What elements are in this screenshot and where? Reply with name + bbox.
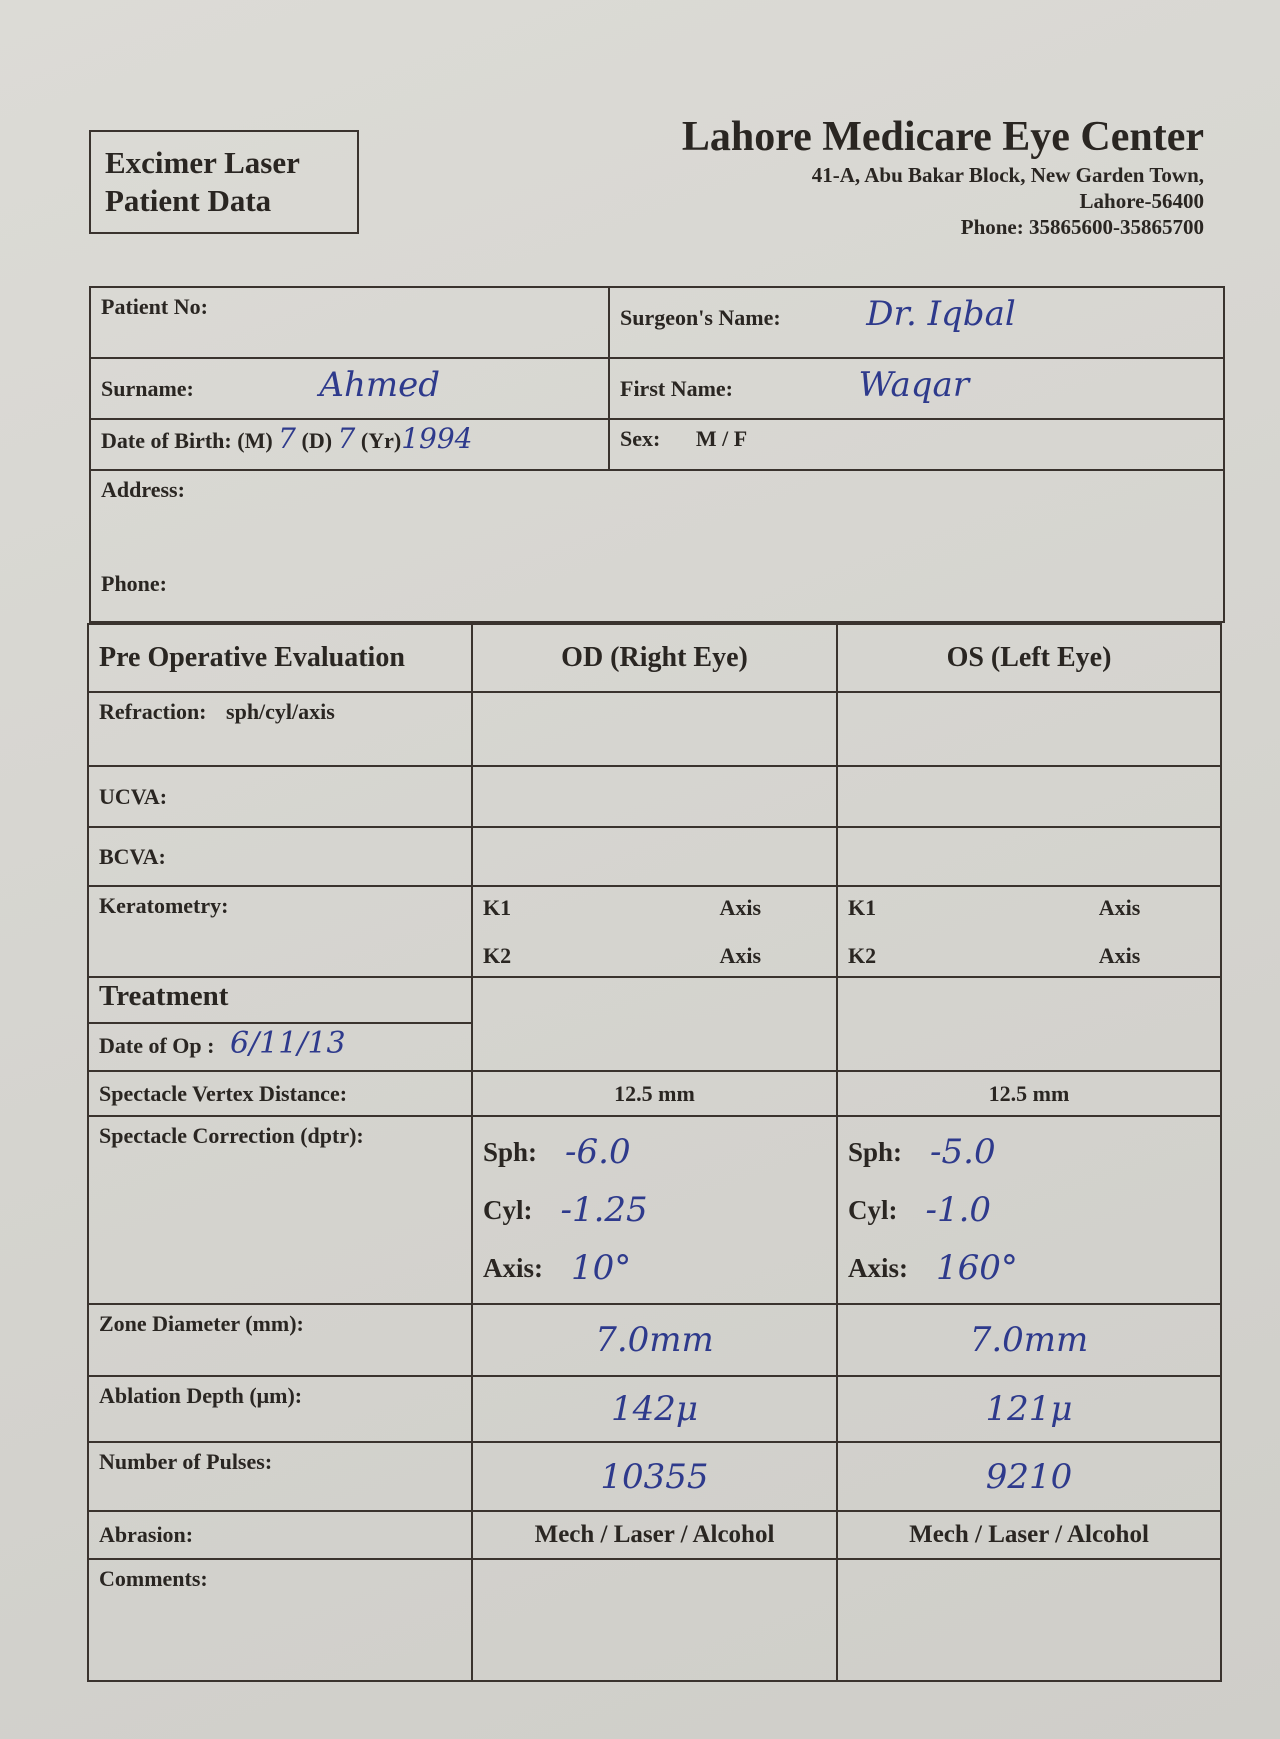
ablation-os: 121μ xyxy=(836,1375,1222,1443)
dob-year: 1994 xyxy=(401,422,473,455)
treatment-os xyxy=(836,976,1222,1072)
patient-no-label: Patient No: xyxy=(101,294,208,319)
keratometry-label: Keratometry: xyxy=(87,885,473,978)
ablation-od: 142μ xyxy=(471,1375,838,1443)
first-name-value: Waqar xyxy=(858,365,970,405)
refraction-label: Refraction: xyxy=(99,699,207,724)
os-header: OS (Left Eye) xyxy=(836,623,1222,693)
clinic-address-2: Lahore-56400 xyxy=(1079,189,1204,213)
surname-label: Surname: xyxy=(101,376,194,401)
form-title-box: Excimer Laser Patient Data xyxy=(89,130,359,234)
cyl-label: Cyl: xyxy=(848,1194,898,1225)
surgeon-signature: Dr. Iqbal xyxy=(866,294,1016,334)
treatment-od xyxy=(471,976,838,1072)
date-op-field: Date of Op : 6/11/13 xyxy=(87,1022,473,1072)
clinic-header: Lahore Medicare Eye Center 41-A, Abu Bak… xyxy=(682,112,1204,240)
date-op-value: 6/11/13 xyxy=(229,1026,346,1061)
axis-label: Axis: xyxy=(848,1252,908,1283)
bcva-od xyxy=(471,826,838,887)
axis-label: Axis: xyxy=(483,1252,543,1283)
treatment-label: Treatment xyxy=(87,976,473,1024)
ucva-os xyxy=(836,765,1222,828)
patient-info-table: Patient No: Surgeon's Name: Dr. Iqbal Su… xyxy=(89,286,1225,623)
k1-axis-label: Axis xyxy=(719,895,762,920)
correction-os: Sph: -5.0 Cyl: -1.0 Axis: 160° xyxy=(836,1115,1222,1305)
comments-od xyxy=(471,1558,838,1682)
vertex-od: 12.5 mm xyxy=(471,1070,838,1117)
first-name-label: First Name: xyxy=(620,376,734,401)
date-op-label: Date of Op : xyxy=(99,1033,215,1058)
sph-label: Sph: xyxy=(848,1136,903,1167)
refraction-sub: sph/cyl/axis xyxy=(226,699,335,724)
clinic-address-1: 41-A, Abu Bakar Block, New Garden Town, xyxy=(811,163,1204,187)
zone-os: 7.0mm xyxy=(836,1303,1222,1377)
k1-axis-label: Axis xyxy=(1098,895,1141,920)
vertex-os: 12.5 mm xyxy=(836,1070,1222,1117)
dob-month-label: Date of Birth: (M) xyxy=(101,428,273,453)
k2-label: K2 xyxy=(848,943,877,968)
os-axis-value: 160° xyxy=(936,1248,1018,1288)
dob-year-label: (Yr) xyxy=(360,428,402,453)
k2-label: K2 xyxy=(483,943,512,968)
k2-axis-label: Axis xyxy=(719,943,762,968)
k1-label: K1 xyxy=(483,895,512,920)
sex-field: Sex: M / F M xyxy=(608,418,1225,471)
dob-day-label: (D) xyxy=(301,428,333,453)
address-label: Address: xyxy=(101,477,185,502)
refraction-os xyxy=(836,691,1222,767)
surgeon-label: Surgeon's Name: xyxy=(620,305,781,330)
surname-value: Ahmed xyxy=(319,365,440,405)
address-field: Address: Phone: xyxy=(89,469,1225,623)
k1-label: K1 xyxy=(848,895,877,920)
pulses-os: 9210 xyxy=(836,1441,1222,1512)
refraction-od xyxy=(471,691,838,767)
dob-day: 7 xyxy=(337,422,356,455)
pre-op-header: Pre Operative Evaluation xyxy=(87,623,473,693)
clinic-name: Lahore Medicare Eye Center xyxy=(681,114,1204,160)
os-cyl-value: -1.0 xyxy=(925,1190,992,1230)
abrasion-label: Abrasion: xyxy=(87,1510,473,1560)
patient-no-field: Patient No: xyxy=(89,286,610,359)
bcva-os xyxy=(836,826,1222,887)
ucva-od xyxy=(471,765,838,828)
surname-field: Surname: Ahmed xyxy=(89,357,610,420)
od-sph-value: -6.0 xyxy=(565,1132,631,1172)
os-sph-value: -5.0 xyxy=(930,1132,996,1172)
ablation-label: Ablation Depth (μm): xyxy=(87,1375,473,1443)
vertex-label: Spectacle Vertex Distance: xyxy=(87,1070,473,1117)
dob-field: Date of Birth: (M) 7 (D) 7 (Yr)1994 xyxy=(89,418,610,471)
refraction-label-cell: Refraction: sph/cyl/axis xyxy=(87,691,473,767)
zone-label: Zone Diameter (mm): xyxy=(87,1303,473,1377)
correction-od: Sph: -6.0 Cyl: -1.25 Axis: 10° xyxy=(471,1115,838,1305)
clinic-phone: Phone: 35865600-35865700 xyxy=(960,215,1204,239)
abrasion-os: Mech / Laser / Alcohol xyxy=(836,1510,1222,1560)
first-name-field: First Name: Waqar xyxy=(608,357,1225,420)
sph-label: Sph: xyxy=(483,1136,538,1167)
keratometry-os: K1 Axis K2 Axis xyxy=(836,885,1222,978)
od-cyl-value: -1.25 xyxy=(560,1190,648,1230)
comments-label: Comments: xyxy=(87,1558,473,1682)
pulses-label: Number of Pulses: xyxy=(87,1441,473,1512)
zone-od: 7.0mm xyxy=(471,1303,838,1377)
k2-axis-label: Axis xyxy=(1098,943,1141,968)
comments-os xyxy=(836,1558,1222,1682)
evaluation-table: Pre Operative Evaluation OD (Right Eye) … xyxy=(87,623,1222,1682)
surgeon-field: Surgeon's Name: Dr. Iqbal xyxy=(608,286,1225,359)
form-title-line2: Patient Data xyxy=(105,183,272,218)
form-title-line1: Excimer Laser xyxy=(105,145,300,180)
cyl-label: Cyl: xyxy=(483,1194,533,1225)
abrasion-od: Mech / Laser / Alcohol xyxy=(471,1510,838,1560)
od-axis-value: 10° xyxy=(571,1248,632,1288)
ucva-label: UCVA: xyxy=(87,765,473,828)
sex-options: M / F xyxy=(695,426,748,451)
phone-label: Phone: xyxy=(101,571,167,596)
dob-month: 7 xyxy=(278,422,296,455)
sex-label: Sex: xyxy=(620,426,661,451)
od-header: OD (Right Eye) xyxy=(471,623,838,693)
correction-label: Spectacle Correction (dptr): xyxy=(87,1115,473,1305)
pulses-od: 10355 xyxy=(471,1441,838,1512)
bcva-label: BCVA: xyxy=(87,826,473,887)
keratometry-od: K1 Axis K2 Axis xyxy=(471,885,838,978)
